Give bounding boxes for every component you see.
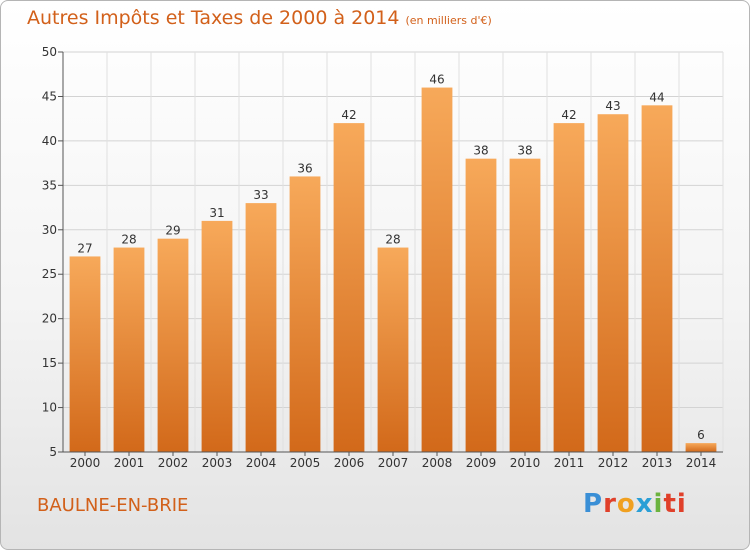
y-tick-label: 40	[42, 134, 57, 148]
x-tick-label: 2002	[158, 456, 189, 470]
x-tick-label: 2001	[114, 456, 145, 470]
y-tick-label: 5	[49, 445, 57, 459]
bar-value-label: 36	[297, 161, 312, 175]
logo-letter: ti	[663, 489, 687, 519]
x-tick-label: 2009	[466, 456, 497, 470]
x-tick-label: 2003	[202, 456, 233, 470]
bar-value-label: 38	[517, 144, 532, 158]
y-tick-label: 45	[42, 89, 57, 103]
bar	[245, 203, 277, 452]
bar-value-label: 29	[165, 224, 180, 238]
y-tick-label: 35	[42, 178, 57, 192]
bar	[685, 443, 717, 452]
bar-value-label: 42	[341, 108, 356, 122]
x-tick-label: 2007	[378, 456, 409, 470]
bar-value-label: 28	[385, 233, 400, 247]
y-tick-label: 10	[42, 401, 57, 415]
y-tick-label: 20	[42, 312, 57, 326]
logo-letter: P	[583, 489, 604, 519]
bars	[69, 87, 717, 453]
x-tick-label: 2006	[334, 456, 365, 470]
bar-value-label: 38	[473, 144, 488, 158]
x-tick-label: 2010	[510, 456, 541, 470]
labels: 5 10 15 20 25 30 35 40 45 50 27 2000 28 2001 29 2002 31 2…	[42, 45, 717, 470]
bar-value-label: 43	[605, 99, 620, 113]
chart-title: Autres Impôts et Taxes de 2000 à 2014 (en…	[27, 7, 492, 29]
bar	[421, 87, 453, 453]
y-tick-label: 30	[42, 223, 57, 237]
axes	[58, 51, 723, 456]
x-tick-label: 2004	[246, 456, 277, 470]
logo-letter: r	[603, 489, 617, 519]
y-tick-label: 15	[42, 356, 57, 370]
x-tick-label: 2012	[598, 456, 629, 470]
chart-title-text: Autres Impôts et Taxes de 2000 à 2014	[27, 7, 400, 29]
bar-value-label: 42	[561, 108, 576, 122]
x-tick-label: 2000	[70, 456, 101, 470]
x-tick-label: 2013	[642, 456, 673, 470]
bar-value-label: 46	[429, 73, 444, 87]
bar	[113, 247, 145, 452]
chart-unit: (en milliers d'€)	[405, 14, 492, 27]
bar	[641, 105, 673, 452]
x-tick-label: 2014	[686, 456, 717, 470]
x-tick-label: 2011	[554, 456, 585, 470]
bar	[509, 158, 541, 452]
bar-value-label: 33	[253, 188, 268, 202]
proxiti-logo: Proxiti	[583, 489, 687, 519]
bar	[157, 238, 189, 452]
bar	[333, 123, 365, 452]
bar	[553, 123, 585, 452]
bar	[465, 158, 497, 452]
logo-letter: x	[635, 489, 654, 519]
y-tick-label: 50	[42, 45, 57, 59]
bar-value-label: 31	[209, 206, 224, 220]
y-tick-label: 25	[42, 267, 57, 281]
bar-value-label: 44	[649, 90, 664, 104]
x-tick-label: 2005	[290, 456, 321, 470]
bar	[377, 247, 409, 452]
bar	[597, 114, 629, 452]
bar-value-label: 6	[697, 428, 705, 442]
bar	[289, 176, 321, 452]
bar	[69, 256, 101, 452]
x-tick-label: 2008	[422, 456, 453, 470]
bar-value-label: 28	[121, 233, 136, 247]
bar	[201, 220, 233, 452]
logo-letter: i	[653, 489, 664, 519]
bar-value-label: 27	[77, 241, 92, 255]
city-name: BAULNE-EN-BRIE	[37, 495, 189, 516]
logo-letter: o	[616, 489, 636, 519]
